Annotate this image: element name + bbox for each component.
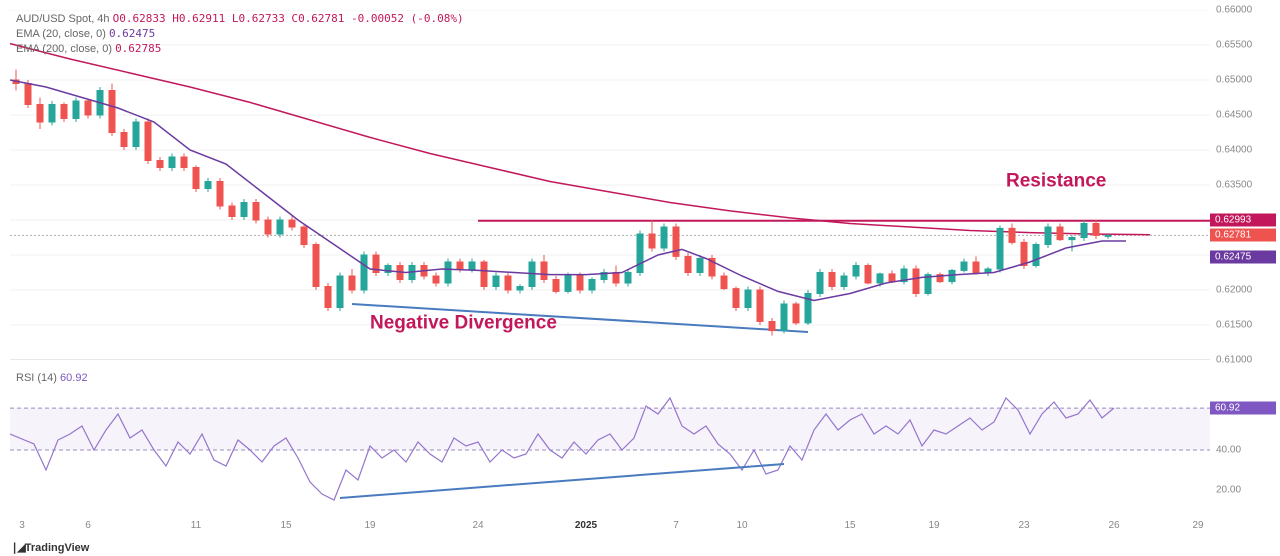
rsi-chart-svg[interactable]: [10, 370, 1210, 510]
tradingview-watermark: TradingView: [10, 541, 89, 554]
chart-legend: AUD/USD Spot, 4h O0.62833 H0.62911 L0.62…: [16, 12, 464, 57]
rsi-legend: RSI (14) 60.92: [16, 372, 88, 384]
time-axis: 361115192420257101519232629: [10, 518, 1210, 538]
ema200-label: EMA (200, close, 0): [16, 43, 112, 55]
symbol-label: AUD/USD Spot, 4h: [16, 13, 110, 25]
price-y-axis: 0.610000.615000.620000.625000.630000.635…: [1210, 10, 1280, 359]
svg-text:Negative Divergence: Negative Divergence: [370, 313, 557, 334]
price-chart-svg[interactable]: Resistance Negative Divergence: [10, 10, 1210, 360]
price-chart-panel[interactable]: AUD/USD Spot, 4h O0.62833 H0.62911 L0.62…: [10, 10, 1210, 360]
ema20-label: EMA (20, close, 0): [16, 28, 106, 40]
rsi-panel[interactable]: RSI (14) 60.92 20.0040.0060.92: [10, 370, 1210, 510]
rsi-y-axis: 20.0040.0060.92: [1210, 370, 1280, 510]
svg-text:Resistance: Resistance: [1006, 170, 1106, 191]
